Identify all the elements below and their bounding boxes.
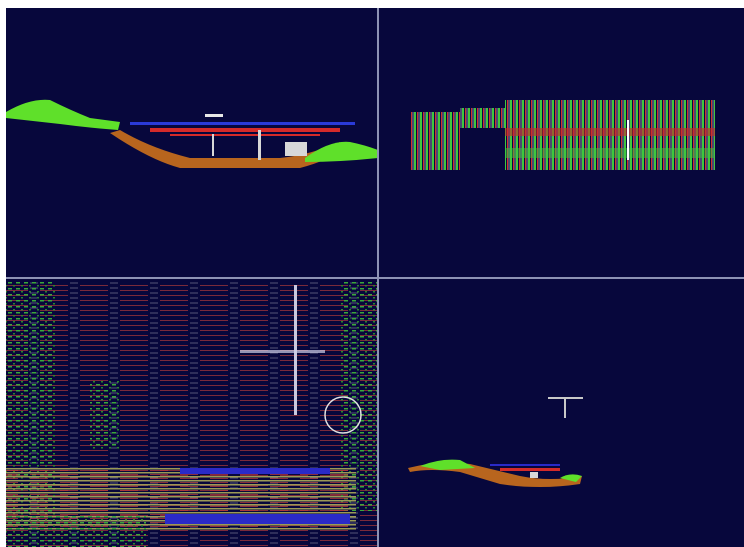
- object: [258, 130, 261, 160]
- structure: [170, 134, 320, 136]
- viewport-top-left[interactable]: [6, 99, 378, 168]
- object: [240, 350, 325, 353]
- structure: [180, 468, 330, 474]
- structure: [500, 468, 560, 471]
- viewport-bottom-left[interactable]: [6, 281, 378, 547]
- structure: [505, 128, 715, 136]
- viewport-bottom-right[interactable]: [408, 397, 583, 487]
- vegetation: [420, 459, 475, 470]
- object: [530, 472, 538, 478]
- cursor-ring: [324, 396, 362, 434]
- vegetation: [305, 141, 378, 162]
- structure: [165, 514, 350, 524]
- vegetation: [560, 474, 582, 482]
- structure: [150, 128, 340, 132]
- object: [285, 142, 307, 156]
- object: [212, 134, 214, 156]
- vegetation: [6, 99, 120, 130]
- point-columns: [410, 112, 460, 170]
- object: [627, 120, 629, 160]
- road-surface: [110, 130, 345, 168]
- point-columns: [460, 108, 505, 128]
- structure: [130, 122, 355, 125]
- vegetation: [505, 148, 715, 158]
- structure: [490, 464, 560, 466]
- viewport-top-right[interactable]: [410, 100, 715, 170]
- object: [205, 114, 223, 117]
- vegetation: [90, 380, 120, 450]
- vegetation: [6, 515, 146, 547]
